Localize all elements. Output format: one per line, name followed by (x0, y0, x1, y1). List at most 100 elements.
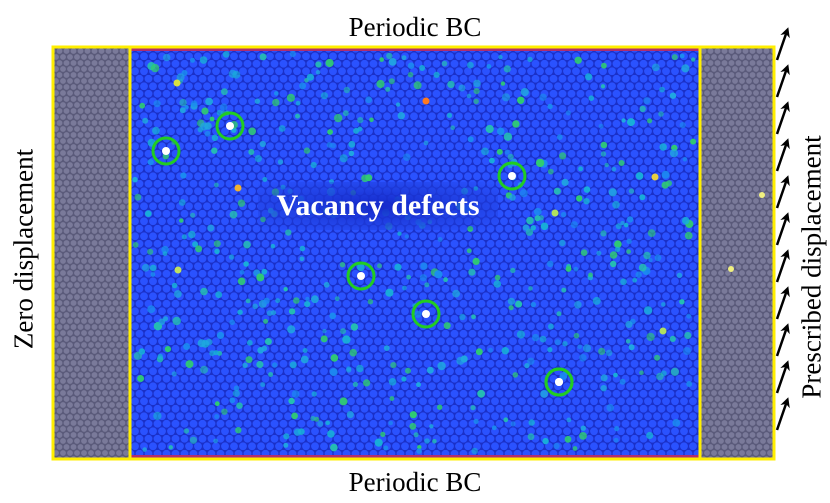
strain-speckle (150, 272, 156, 277)
strain-speckle (385, 86, 391, 92)
strain-speckle (434, 270, 443, 279)
strain-speckle (654, 254, 662, 262)
strain-speckle (600, 84, 606, 89)
vacancy-site (357, 272, 365, 280)
defect-circle (151, 136, 181, 166)
strain-speckle (525, 228, 534, 236)
strain-speckle (414, 310, 422, 318)
strain-speckle (278, 125, 286, 132)
strain-speckle (417, 445, 422, 450)
strain-speckle (466, 248, 472, 254)
strain-speckle (473, 98, 479, 105)
strain-speckle (323, 281, 330, 288)
displacement-arrow (775, 64, 790, 98)
strain-speckle (229, 397, 236, 404)
strain-speckle (528, 286, 533, 291)
strain-speckle (508, 305, 514, 311)
strain-speckle (172, 316, 181, 326)
strain-speckle (228, 254, 235, 260)
strain-speckle (515, 300, 523, 308)
strain-speckle (404, 234, 409, 239)
strain-speckle (213, 438, 219, 444)
strain-speckle (547, 168, 554, 175)
strain-speckle (200, 122, 209, 131)
strain-speckle (530, 301, 537, 308)
strain-speckle (406, 274, 411, 280)
strain-speckle (485, 124, 494, 134)
strain-speckle (356, 364, 364, 373)
strain-speckle (533, 207, 542, 216)
strain-speckle (648, 257, 653, 263)
hot-atom (659, 327, 667, 335)
strain-speckle (437, 404, 443, 410)
strain-speckle (520, 88, 529, 97)
strain-speckle (507, 153, 514, 160)
strain-speckle (503, 417, 509, 423)
strain-speckle (349, 348, 358, 357)
strain-speckle (554, 339, 561, 346)
strain-speckle (233, 385, 240, 392)
strain-speckle (200, 365, 209, 374)
strain-speckle (171, 371, 177, 377)
strain-speckle (656, 372, 664, 381)
strain-speckle (343, 86, 351, 94)
strain-speckle (524, 363, 530, 369)
strain-speckle (443, 322, 451, 330)
strain-speckle (517, 96, 525, 105)
strain-speckle (195, 245, 203, 253)
strain-speckle (317, 420, 324, 427)
strain-speckle (443, 277, 448, 283)
strain-speckle (357, 263, 365, 272)
displacement-arrow (775, 286, 790, 320)
strain-speckle (197, 339, 206, 348)
strain-speckle (232, 70, 241, 79)
strain-speckle (446, 112, 453, 118)
strain-speckle (142, 117, 149, 124)
strain-speckle (374, 438, 383, 447)
strain-speckle (325, 58, 334, 68)
strain-speckle (669, 92, 677, 99)
strain-speckle (503, 132, 513, 141)
strain-speckle (237, 309, 243, 315)
strain-speckle (260, 382, 266, 388)
strain-speckle (295, 113, 300, 119)
strain-speckle (473, 79, 481, 88)
strain-speckle (383, 445, 389, 451)
strain-speckle (628, 188, 635, 194)
strain-speckle (600, 151, 607, 157)
strain-speckle (386, 52, 393, 60)
defect-circle (411, 299, 441, 329)
strain-speckle (592, 296, 601, 305)
strain-speckle (256, 360, 264, 369)
strain-speckle (573, 332, 580, 339)
strain-speckle (413, 81, 422, 90)
displacement-arrow (775, 138, 790, 172)
strain-speckle (162, 251, 168, 256)
strain-speckle (627, 118, 635, 127)
strain-speckle (209, 116, 215, 122)
strain-speckle (562, 341, 568, 347)
strain-speckle (205, 338, 213, 346)
strain-speckle (397, 231, 402, 236)
strain-speckle (450, 125, 456, 130)
strain-speckle (519, 189, 528, 198)
strain-speckle (676, 272, 683, 278)
strain-speckle (433, 71, 440, 78)
strain-speckle (181, 234, 187, 240)
hot-atom (422, 97, 430, 105)
strain-speckle (252, 303, 258, 310)
strain-speckle (302, 348, 308, 353)
defect-circle (215, 111, 245, 141)
strain-speckle (380, 431, 386, 437)
strain-speckle (388, 378, 397, 386)
strain-speckle (626, 216, 634, 223)
strain-speckle (385, 288, 394, 297)
strain-speckle (472, 257, 480, 265)
strain-speckle (291, 412, 298, 420)
strain-speckle (534, 215, 541, 222)
strain-speckle (211, 134, 219, 141)
strain-speckle (600, 374, 608, 382)
strain-speckle (512, 120, 520, 128)
defect-circle (544, 367, 574, 397)
strain-speckle (342, 335, 351, 344)
